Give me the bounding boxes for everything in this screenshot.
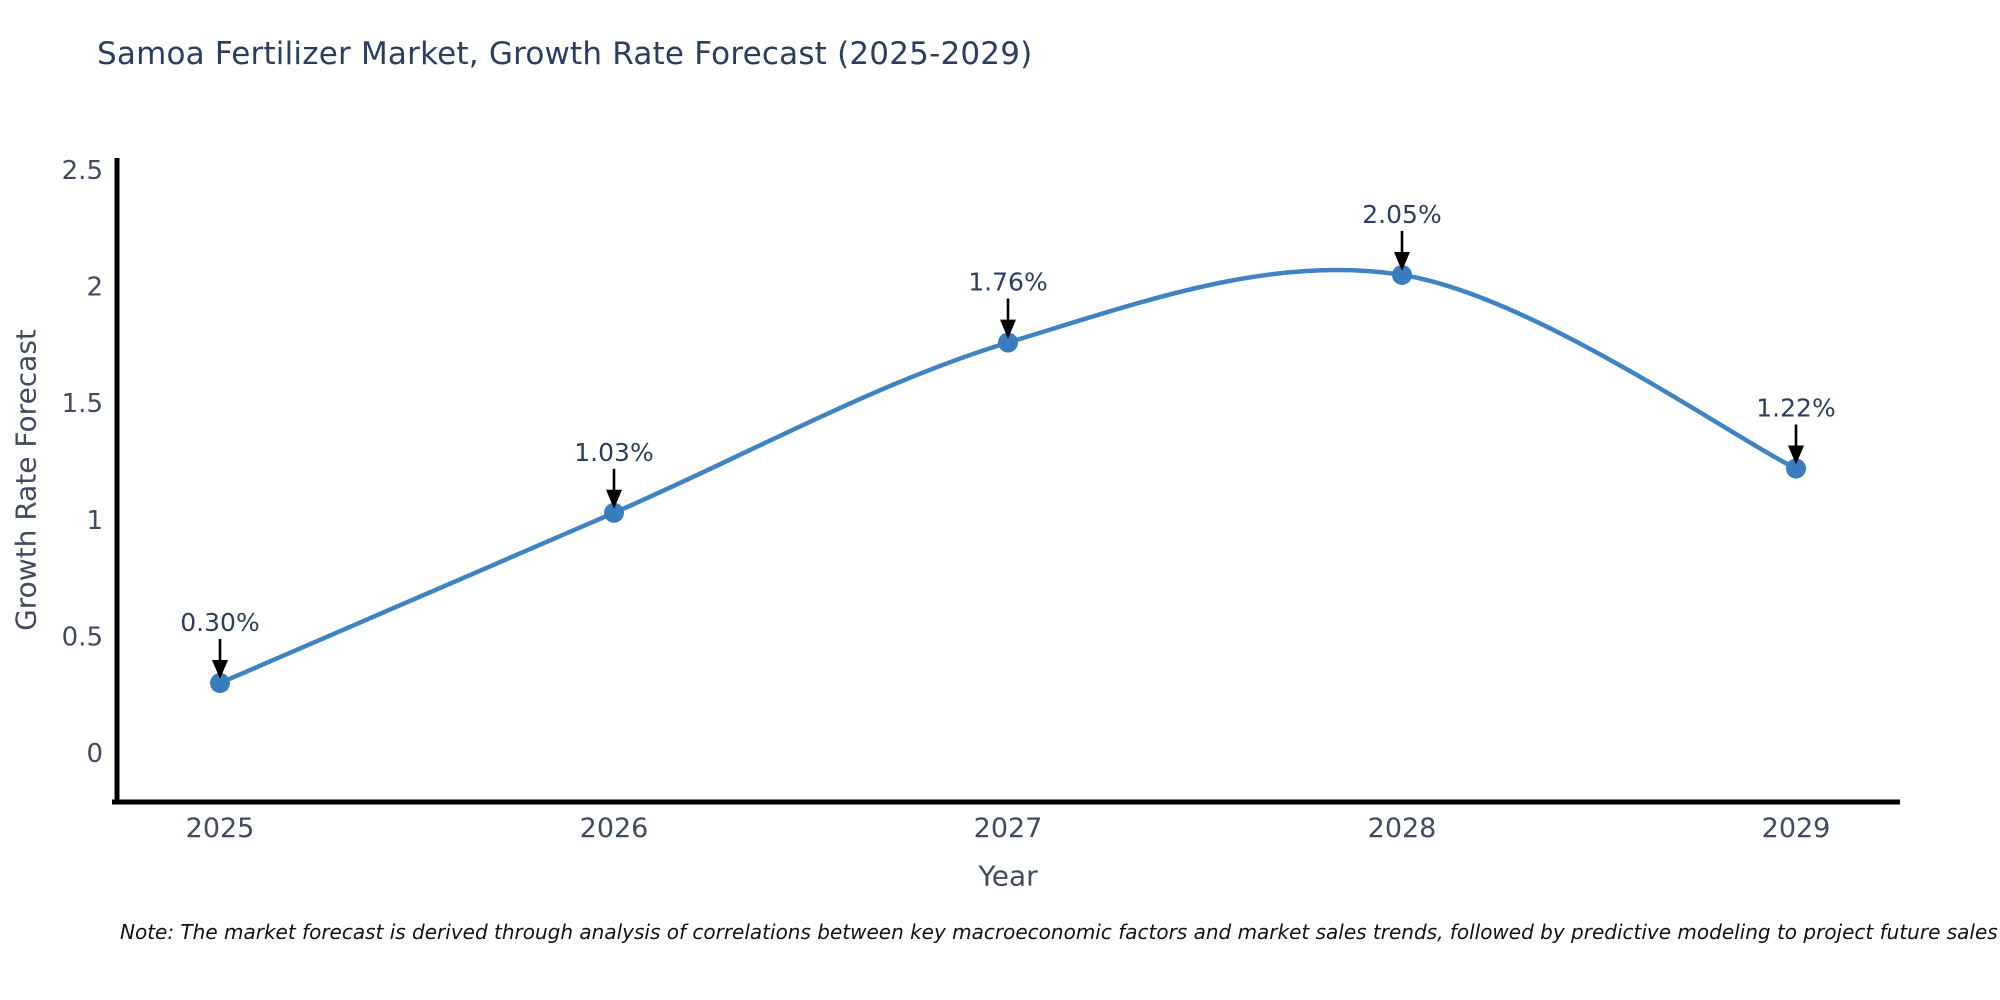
x-tick-label: 2026 [580,813,649,844]
data-point-label: 1.76% [968,268,1047,297]
x-tick-label: 2025 [186,813,255,844]
x-tick-label: 2029 [1762,813,1831,844]
footnote: Note: The market forecast is derived thr… [120,920,1998,944]
y-tick-label: 1.5 [62,389,103,419]
y-tick-label: 2 [86,273,103,303]
data-point-marker [604,502,624,523]
annotation-arrowhead-icon [1394,251,1410,271]
data-point-marker [1786,458,1806,479]
y-tick-label: 0.5 [62,622,103,652]
data-point-label: 1.03% [574,438,653,467]
data-point-label: 2.05% [1362,200,1441,229]
x-tick-label: 2028 [1368,813,1437,844]
annotation-arrowhead-icon [606,489,622,509]
data-point-marker [1392,264,1412,285]
data-point-label: 1.22% [1756,393,1835,422]
data-point-marker [998,332,1018,353]
y-tick-label: 2.5 [62,156,103,186]
annotation-arrowhead-icon [212,660,228,680]
x-axis-title: Year [978,859,1038,893]
data-point-label: 0.30% [180,608,259,637]
data-point-marker [210,673,230,694]
y-tick-label: 1 [86,506,103,536]
y-tick-label: 0 [86,739,103,769]
annotation-arrowhead-icon [1788,445,1804,465]
annotation-arrowhead-icon [1000,319,1016,339]
x-tick-label: 2027 [974,813,1043,844]
chart-title: Samoa Fertilizer Market, Growth Rate For… [97,36,1033,72]
